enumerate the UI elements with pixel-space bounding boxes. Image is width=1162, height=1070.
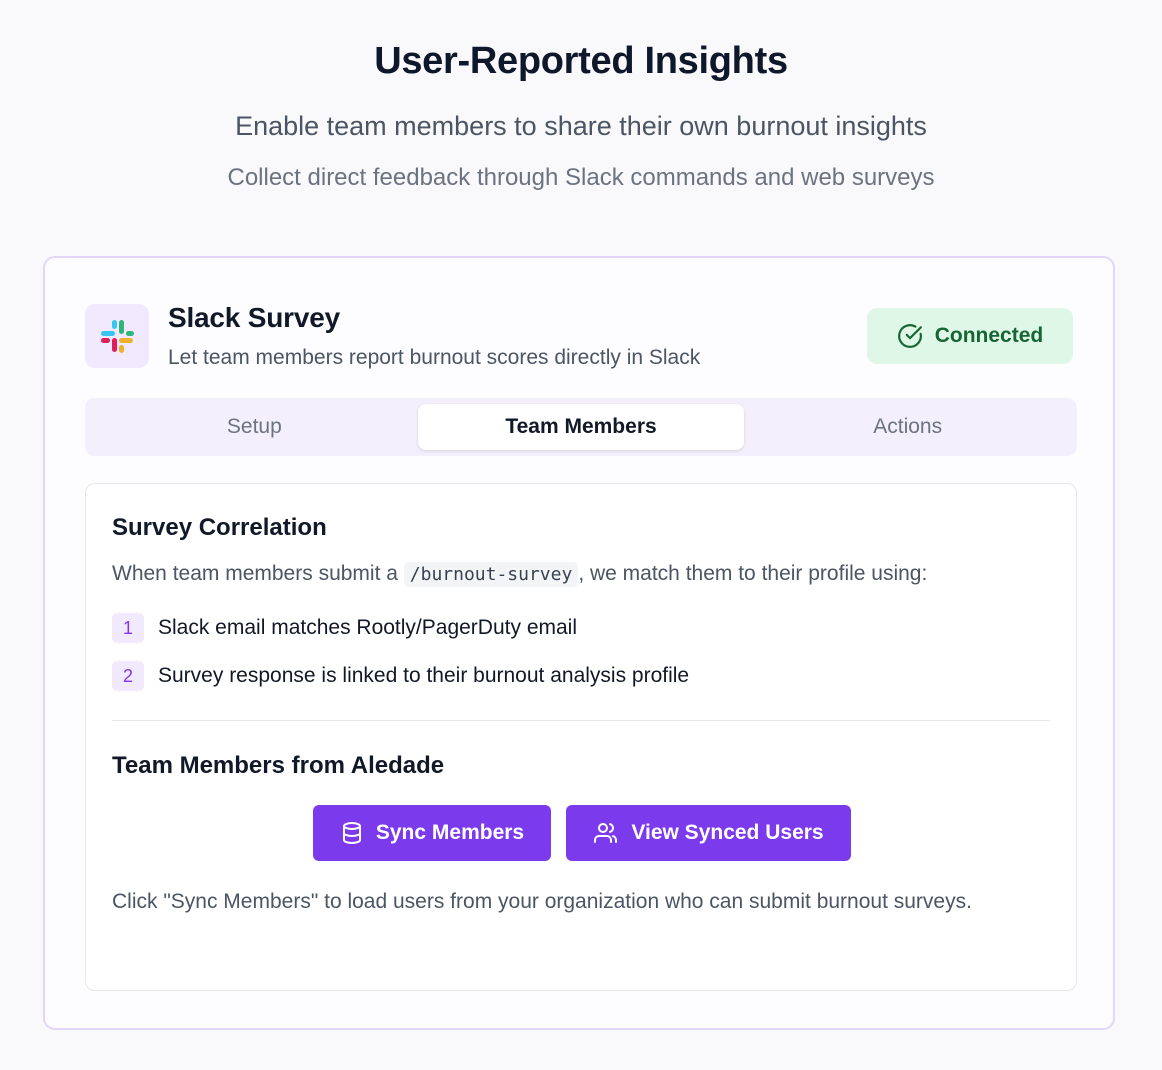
action-buttons: Sync Members View Synced Users xyxy=(313,805,851,861)
sync-help-text: Click "Sync Members" to load users from … xyxy=(112,890,972,913)
correlation-intro-end: , we match them to their profile using: xyxy=(578,562,928,585)
list-item: 1 Slack email matches Rootly/PagerDuty e… xyxy=(112,612,689,644)
correlation-intro-start: When team members submit a xyxy=(112,562,404,585)
list-item: 2 Survey response is linked to their bur… xyxy=(112,660,689,692)
survey-correlation-title: Survey Correlation xyxy=(112,514,327,541)
slack-survey-card: Slack Survey Let team members report bur… xyxy=(43,256,1115,1030)
card-header: Slack Survey Let team members report bur… xyxy=(85,302,1073,376)
tab-actions[interactable]: Actions xyxy=(873,415,943,438)
view-synced-users-label: View Synced Users xyxy=(631,821,824,844)
slack-logo-icon xyxy=(85,304,149,368)
command-code: /burnout-survey xyxy=(403,562,579,587)
sync-members-button[interactable]: Sync Members xyxy=(313,805,551,861)
step-number: 1 xyxy=(112,613,144,643)
team-members-title: Team Members from Aledade xyxy=(112,752,445,779)
step-number: 2 xyxy=(112,661,144,691)
sync-members-label: Sync Members xyxy=(375,821,525,844)
check-circle-icon xyxy=(897,323,923,349)
status-badge: Connected xyxy=(867,308,1073,364)
page-title: User-Reported Insights xyxy=(374,40,788,82)
correlation-steps: 1 Slack email matches Rootly/PagerDuty e… xyxy=(112,612,689,708)
divider xyxy=(112,720,1050,721)
status-label: Connected xyxy=(934,324,1044,347)
tab-setup[interactable]: Setup xyxy=(226,415,282,438)
integration-title: Slack Survey xyxy=(168,302,340,333)
page-description: Collect direct feedback through Slack co… xyxy=(227,164,935,191)
database-icon xyxy=(340,821,364,845)
integration-description: Let team members report burnout scores d… xyxy=(168,346,701,369)
page-subtitle: Enable team members to share their own b… xyxy=(235,111,927,141)
step-text: Survey response is linked to their burno… xyxy=(158,664,690,687)
correlation-intro: When team members submit a /burnout-surv… xyxy=(112,562,928,587)
card-header-text: Slack Survey Let team members report bur… xyxy=(168,302,700,370)
tab-team-members[interactable]: Team Members xyxy=(417,404,745,450)
team-members-panel: Survey Correlation When team members sub… xyxy=(85,483,1077,991)
view-synced-users-button[interactable]: View Synced Users xyxy=(566,805,851,861)
users-icon xyxy=(593,821,619,845)
tab-bar: Setup Team Members Actions xyxy=(85,398,1077,456)
step-text: Slack email matches Rootly/PagerDuty ema… xyxy=(158,616,577,639)
page-header: User-Reported Insights Enable team membe… xyxy=(0,0,1162,192)
